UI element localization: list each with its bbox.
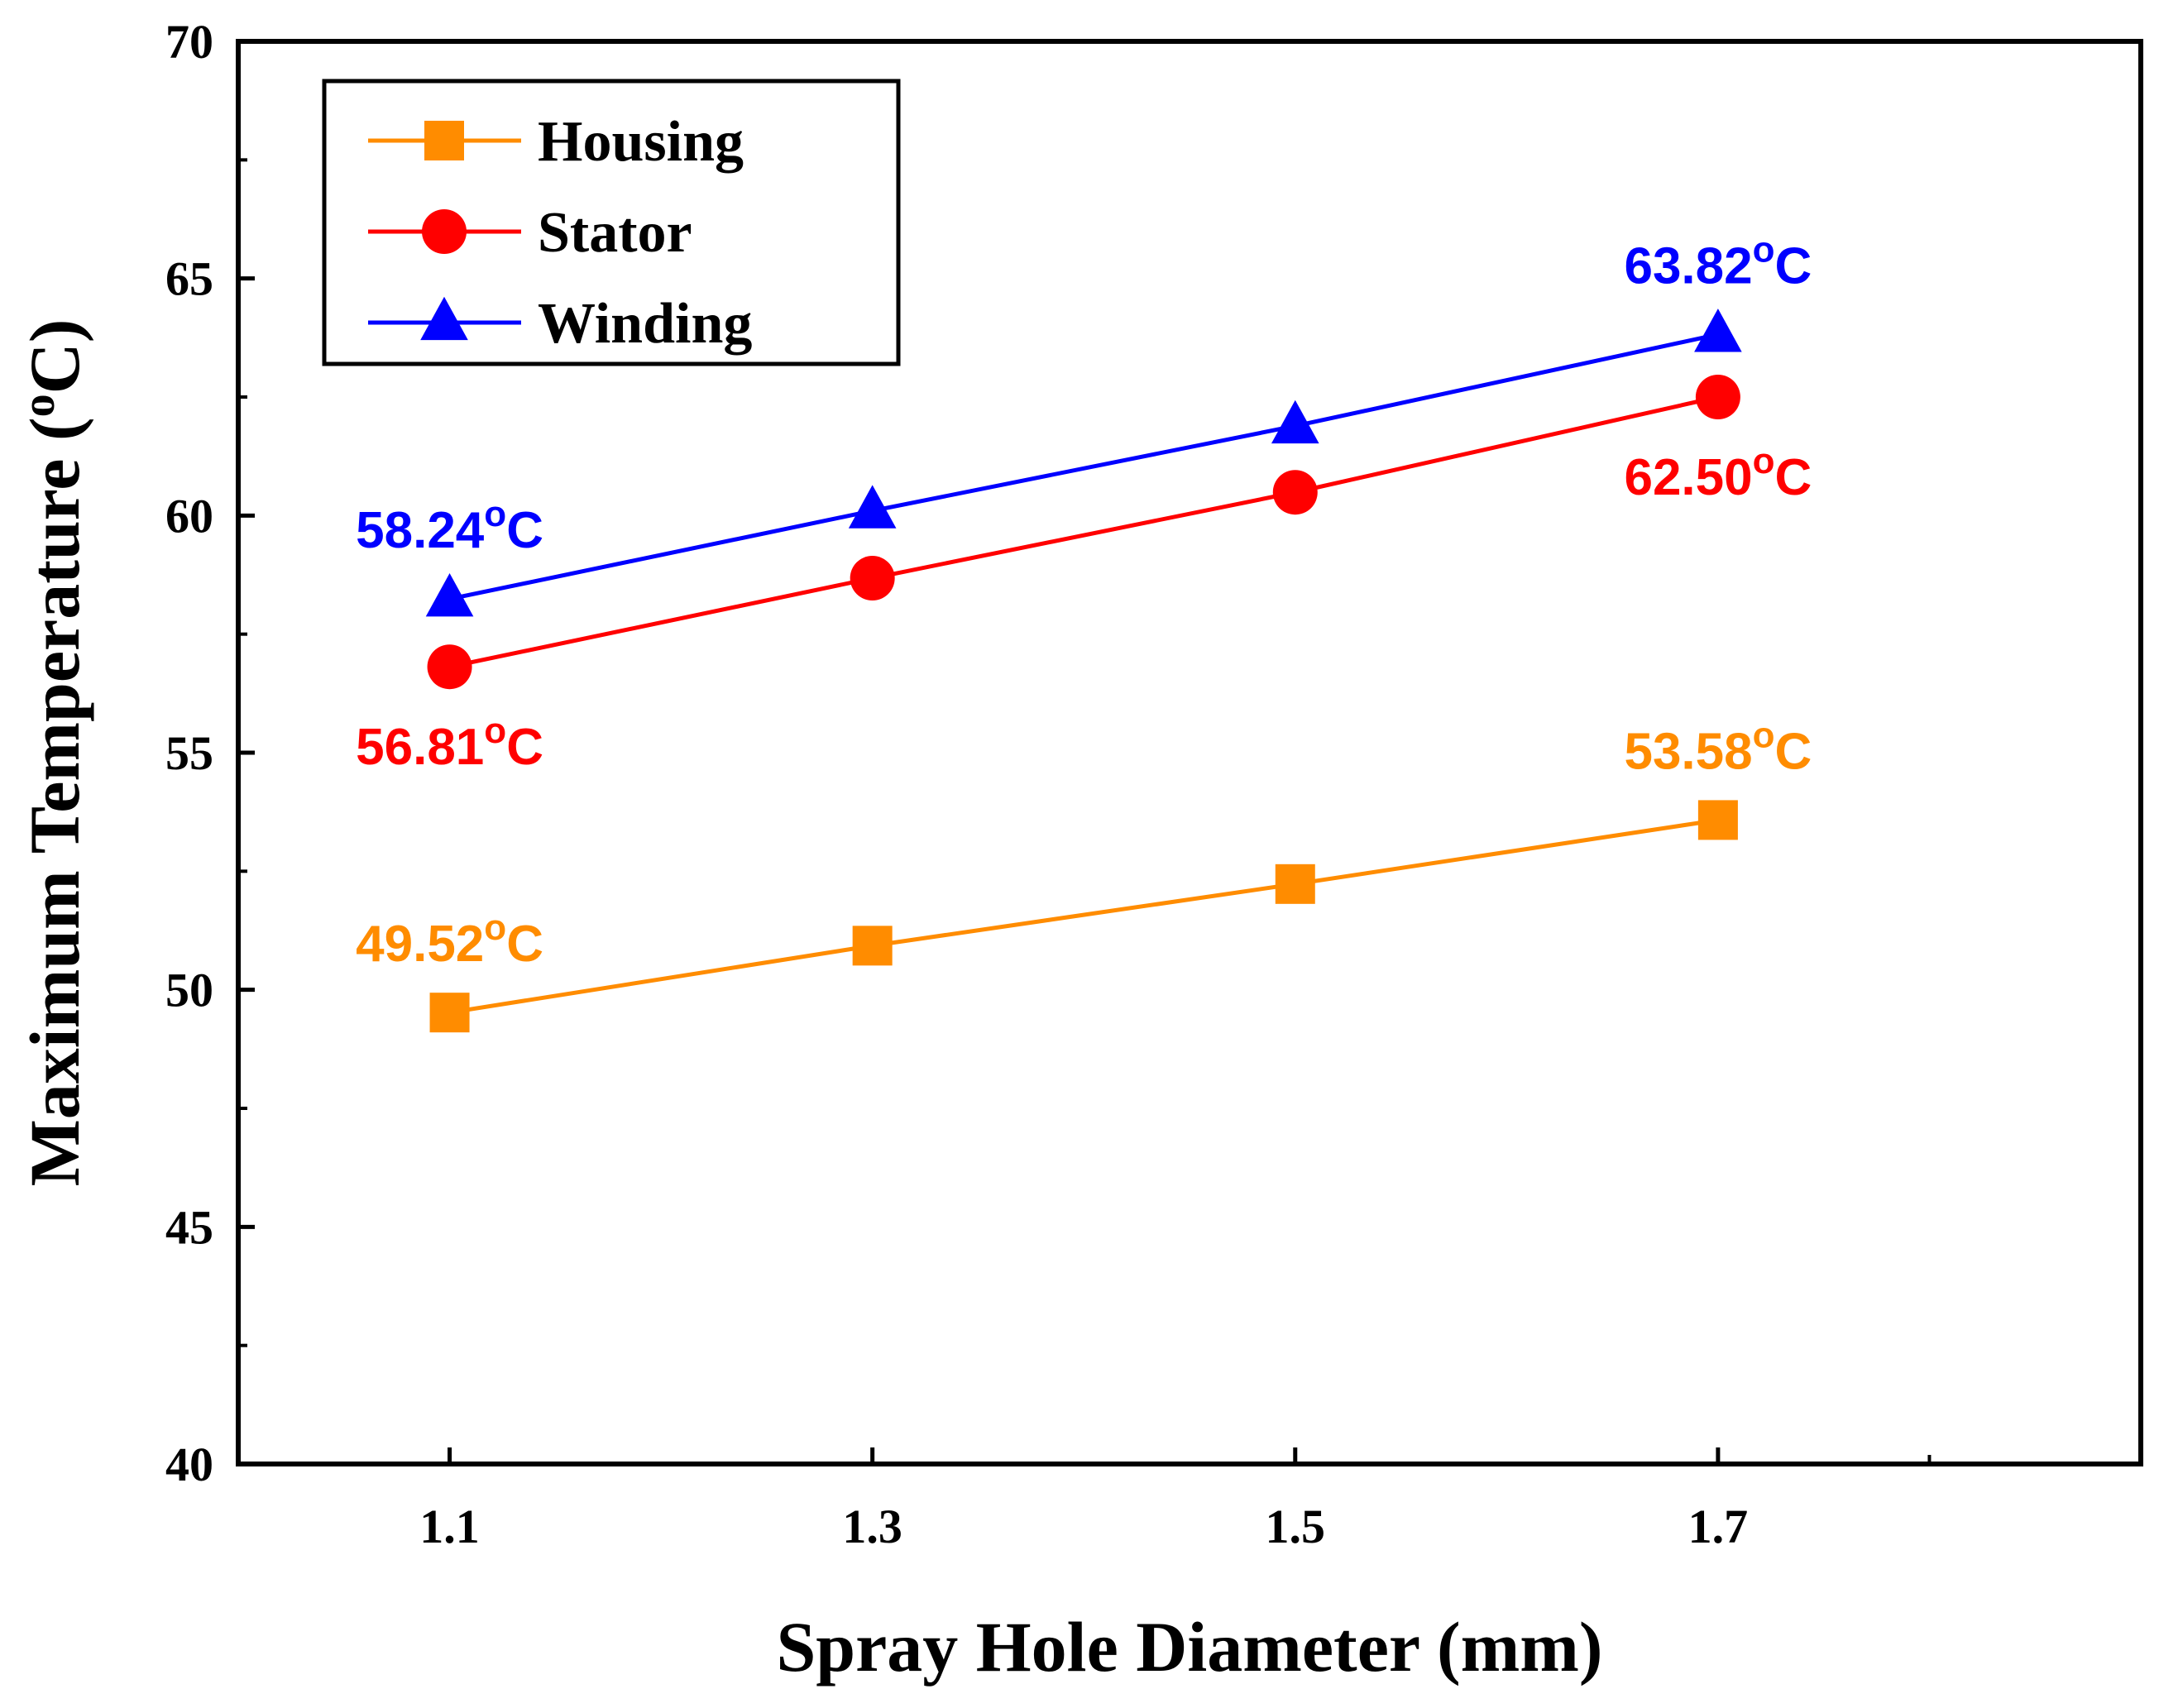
legend-marker-housing (424, 121, 464, 160)
stator-point (1695, 375, 1740, 419)
housing-point (429, 993, 470, 1033)
legend-entry-stator: Stator (368, 201, 692, 265)
y-axis-title: Maximum Temperature (oC) (13, 319, 94, 1187)
x-axis-ticks: 1.1 1.3 1.5 1.7 (419, 1447, 1932, 1553)
stator-series-line (449, 395, 1719, 669)
stator-point (850, 556, 895, 601)
housing-point (1275, 864, 1315, 904)
legend-label-stator: Stator (538, 201, 692, 265)
y-tick-label: 70 (165, 15, 213, 69)
housing-value-label: 49.52oC (356, 907, 543, 973)
legend: Housing Stator Winding (322, 79, 901, 366)
stator-point (427, 644, 472, 690)
legend-marker-winding (420, 296, 468, 341)
legend-box (322, 79, 901, 366)
x-tick-label: 1.7 (1688, 1500, 1749, 1553)
housing-point (852, 926, 893, 966)
winding-value-label: 58.24oC (356, 494, 543, 559)
y-axis-title-degree: o (13, 394, 65, 417)
y-tick-label: 50 (165, 964, 213, 1017)
stator-value-label: 62.50oC (1624, 441, 1812, 506)
x-tick-label: 1.5 (1266, 1500, 1326, 1553)
series-lines (449, 332, 1719, 1015)
winding-value-label: 63.82oC (1624, 229, 1812, 294)
winding-point (848, 485, 897, 529)
legend-entry-housing: Housing (368, 110, 744, 174)
stator-point (1272, 470, 1318, 515)
housing-point (1697, 800, 1738, 840)
data-annotations: 58.24oC 63.82oC 56.81oC 62.50oC 49.52oC 53.58… (356, 229, 1812, 973)
y-tick-label: 65 (165, 252, 213, 306)
housing-value-label: 53.58oC (1624, 715, 1812, 780)
x-tick-label: 1.1 (419, 1500, 480, 1553)
legend-label-winding: Winding (538, 292, 752, 356)
winding-point (1694, 309, 1742, 352)
y-tick-label: 55 (165, 726, 213, 780)
y-tick-label: 60 (165, 489, 213, 543)
stator-value-label: 56.81oC (356, 710, 543, 776)
winding-point (425, 572, 474, 617)
x-tick-label: 1.3 (842, 1500, 902, 1553)
legend-entry-winding: Winding (368, 292, 752, 356)
y-axis-ticks: 40 45 50 55 60 65 70 (165, 15, 255, 1491)
x-axis-title: Spray Hole Diameter (mm) (776, 1607, 1602, 1686)
winding-series-line (449, 332, 1719, 601)
winding-point (1271, 399, 1319, 444)
y-tick-label: 40 (165, 1438, 213, 1491)
housing-series-line (449, 817, 1719, 1015)
y-tick-label: 45 (165, 1200, 213, 1254)
legend-label-housing: Housing (538, 110, 744, 174)
legend-marker-stator (422, 209, 467, 254)
series-markers (425, 309, 1742, 1033)
